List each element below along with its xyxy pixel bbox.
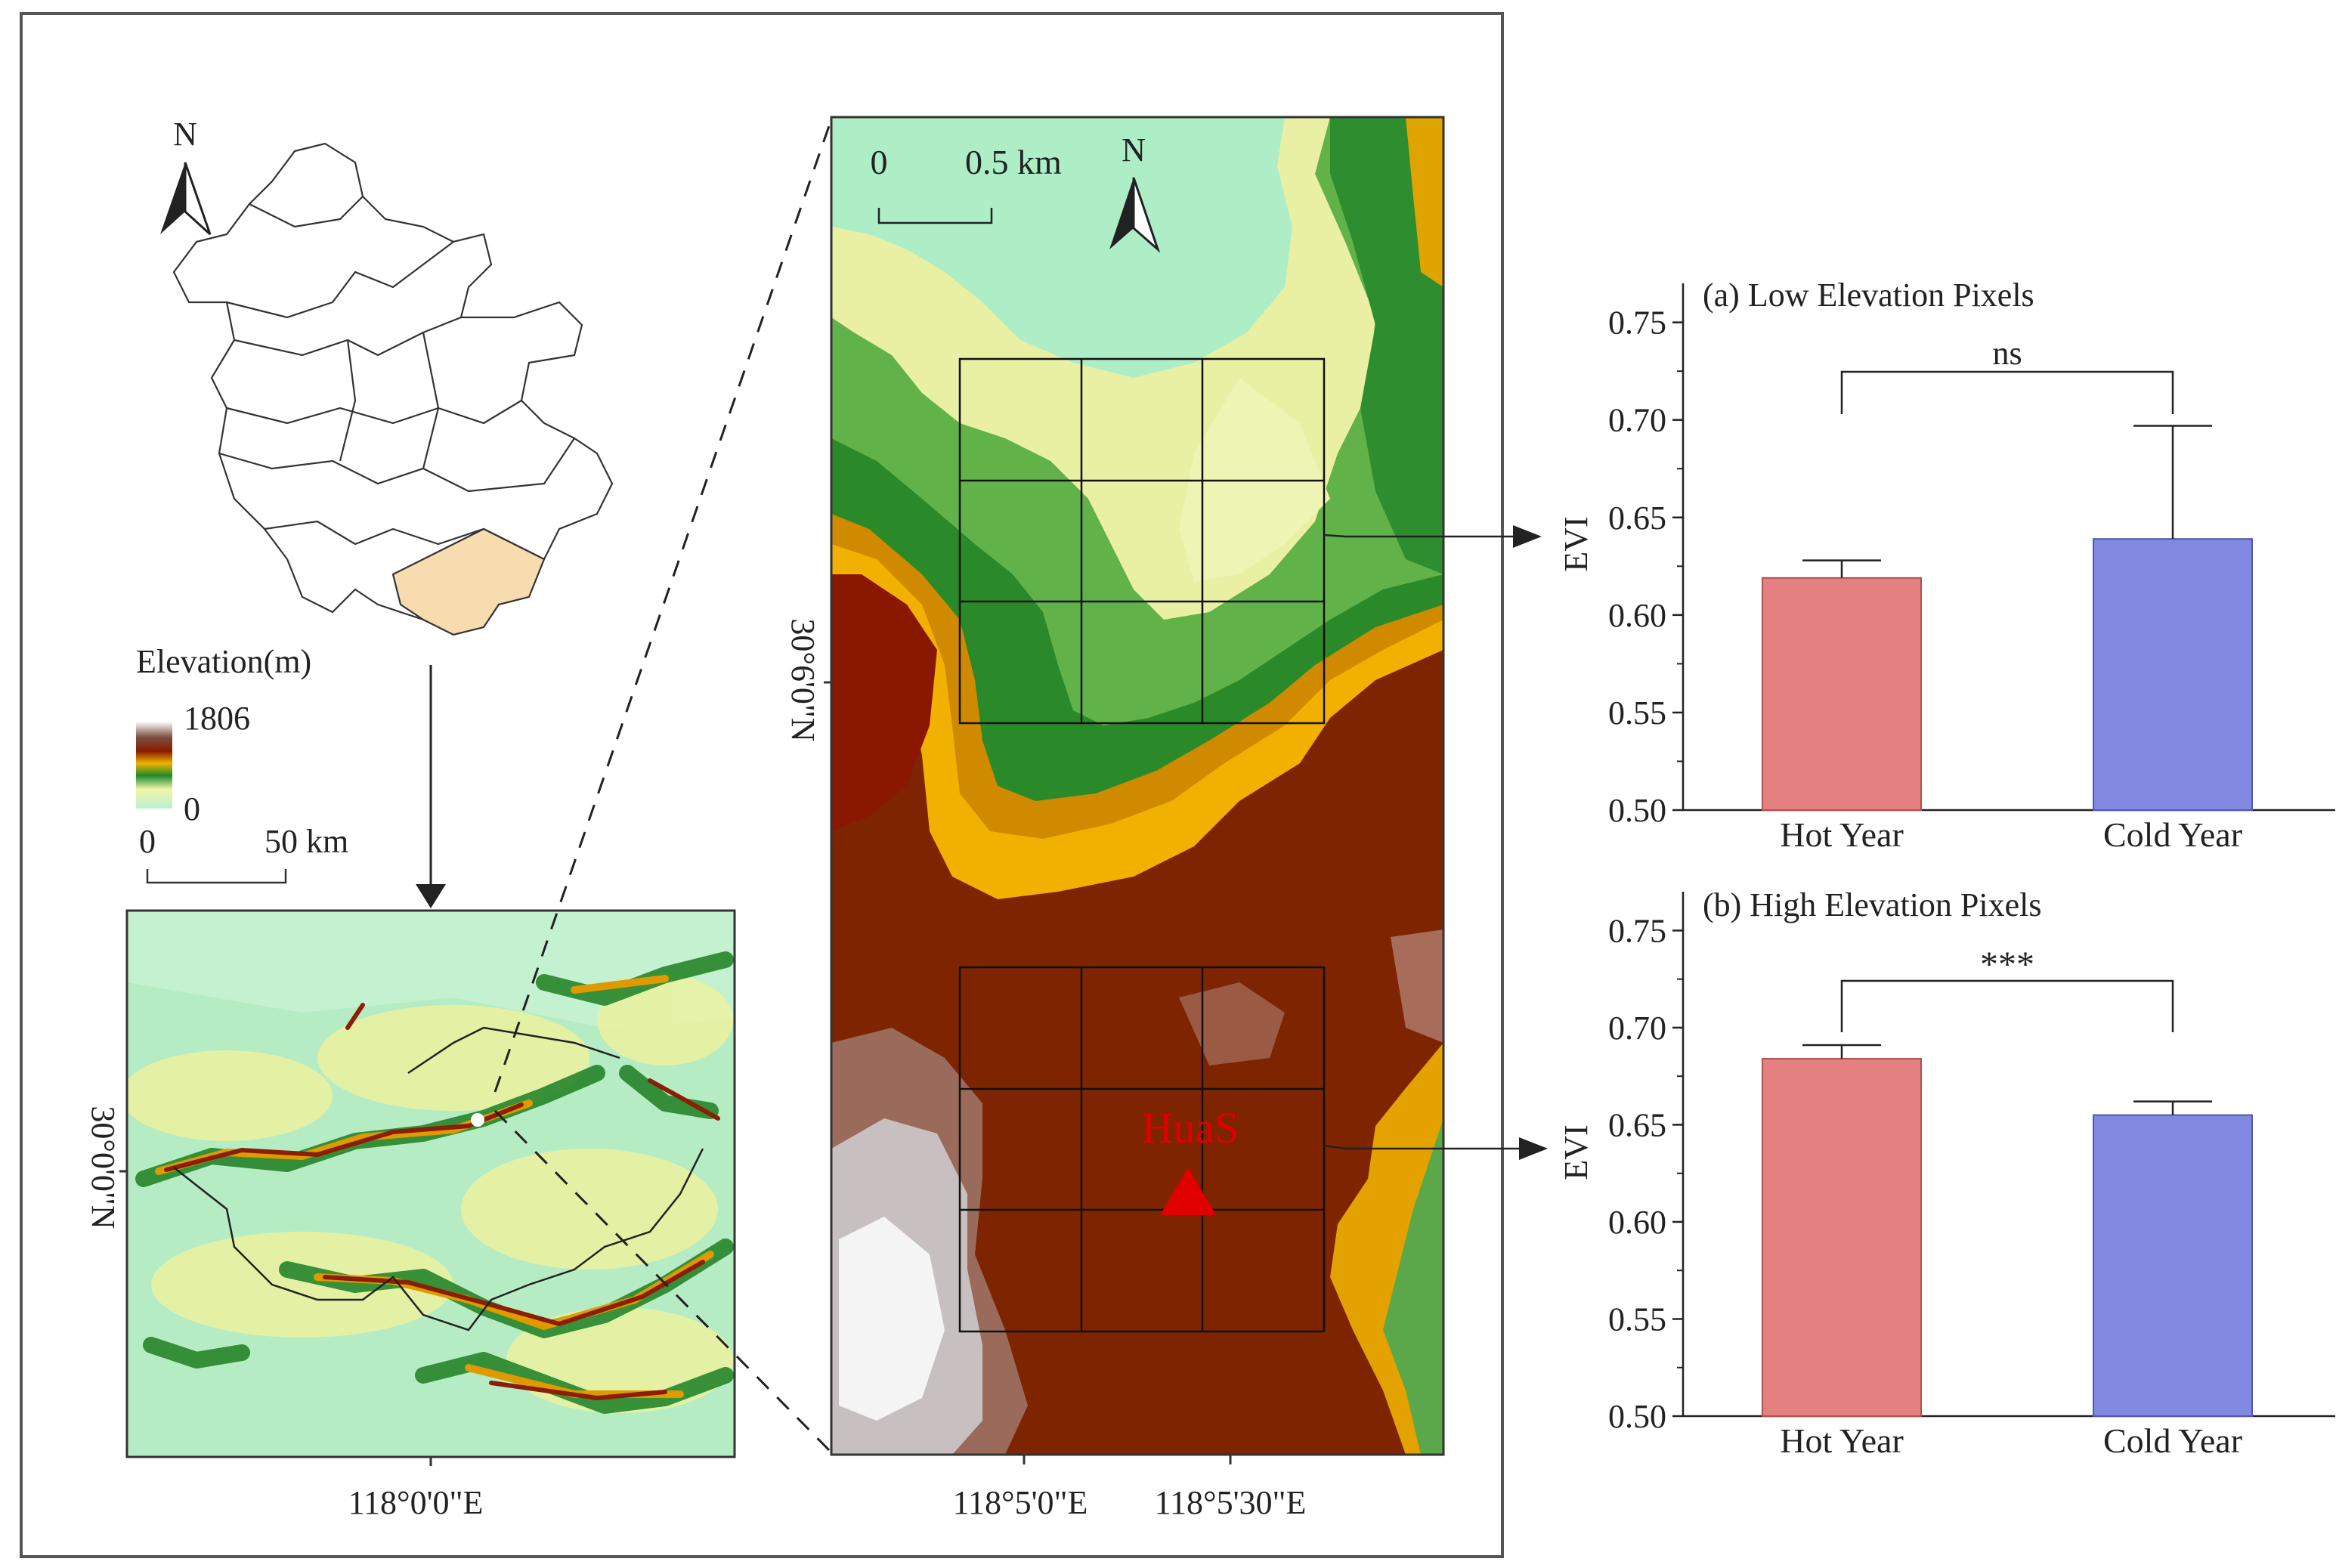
y-tick-label: 0.65 — [1608, 1106, 1666, 1143]
detail-lon-label-1: 118°5'0"E — [953, 1484, 1088, 1521]
y-tick-label: 0.65 — [1608, 499, 1666, 537]
chart-a-title: (a) Low Elevation Pixels — [1703, 277, 2034, 314]
chart-b-title: (b) High Elevation Pixels — [1703, 886, 2042, 923]
y-tick-label: 0.75 — [1608, 305, 1666, 342]
chart-a-significance: ns — [1992, 335, 2022, 372]
study-area-highlight — [391, 527, 546, 636]
detail-lat-label: 30°6'0"N — [784, 618, 821, 741]
chart-a-errorbar-hot-year — [1802, 559, 1881, 578]
chart-a-significance-bracket — [1840, 370, 2174, 414]
scalebar-detail-start: 0 — [871, 143, 888, 181]
arrow-high-grid-to-chart-b — [1323, 1137, 1548, 1160]
scalebar-detail-end: 0.5 km — [965, 143, 1062, 181]
detail-lon-label-2: 118°5'30"E — [1155, 1484, 1307, 1521]
y-tick-label: 0.55 — [1608, 1300, 1666, 1338]
north-label-overview: N — [173, 116, 197, 153]
legend-title: Elevation(m) — [136, 643, 311, 680]
regional-lat-label: 30°0'0"N — [85, 1106, 122, 1229]
chart-a-bar-cold-year — [2093, 538, 2253, 811]
chart-b-significance: *** — [1980, 945, 2034, 985]
arrow-overview-to-regional — [416, 665, 446, 908]
high-elevation-sample-grid — [958, 966, 1326, 1333]
chart-b-ylabel: EVI — [1558, 1124, 1595, 1180]
chart-a-y-ticks: 0.50 0.55 0.60 0.65 0.70 0.75 — [1608, 305, 1683, 829]
chart-a-category-hot-year: Hot Year — [1780, 815, 1904, 854]
north-arrow-overview — [160, 162, 212, 236]
y-tick-label: 0.70 — [1608, 402, 1666, 439]
figure-frame — [20, 12, 1504, 1558]
scalebar-overview — [146, 869, 287, 884]
province-outline-map — [172, 142, 614, 621]
regional-lon-label: 118°0'0"E — [348, 1484, 484, 1521]
elevation-color-ramp — [136, 722, 172, 809]
chart-a-errorbar-cold-year — [2133, 425, 2212, 540]
chart-b-category-hot-year: Hot Year — [1780, 1421, 1904, 1460]
y-tick-label: 0.60 — [1608, 597, 1666, 634]
north-label-detail: N — [1122, 131, 1146, 169]
low-elevation-sample-grid — [958, 357, 1326, 725]
arrow-low-grid-to-chart-a — [1323, 525, 1542, 548]
chart-b-errorbar-cold-year — [2133, 1100, 2212, 1115]
chart-b-significance-bracket — [1840, 979, 2174, 1032]
y-tick-label: 0.55 — [1608, 694, 1666, 731]
chart-b-bar-cold-year — [2093, 1114, 2253, 1418]
legend-max: 1806 — [184, 700, 250, 737]
detail-elevation-map — [831, 117, 1443, 1455]
chart-b-errorbar-hot-year — [1802, 1044, 1881, 1059]
y-tick-label: 0.50 — [1608, 792, 1666, 829]
scalebar-overview-end: 50 km — [265, 823, 348, 860]
site-label: HuaS — [1142, 1103, 1239, 1152]
y-tick-label: 0.75 — [1608, 912, 1666, 949]
chart-a-category-cold-year: Cold Year — [2103, 815, 2242, 854]
legend-min: 0 — [184, 790, 200, 827]
chart-a-ylabel: EVI — [1558, 516, 1595, 571]
scalebar-detail — [877, 208, 993, 224]
chart-b-category-cold-year: Cold Year — [2103, 1421, 2242, 1460]
scalebar-overview-start: 0 — [139, 823, 156, 860]
chart-low-elevation: 0.50 0.55 0.60 0.65 0.70 0.75 EVI (a) Low Ele… — [1558, 277, 2335, 854]
regional-elevation-map — [127, 911, 735, 1457]
zoom-connector-lines — [493, 119, 833, 1454]
chart-high-elevation: 0.50 0.55 0.60 0.65 0.70 0.75 EVI (b) High El… — [1558, 886, 2335, 1460]
site-marker-icon — [1160, 1167, 1216, 1215]
chart-b-y-ticks: 0.50 0.55 0.60 0.65 0.70 0.75 — [1608, 912, 1683, 1435]
y-tick-label: 0.70 — [1608, 1010, 1666, 1047]
chart-b-bar-hot-year — [1762, 1058, 1922, 1418]
chart-a-bar-hot-year — [1762, 577, 1922, 811]
north-arrow-detail — [1109, 177, 1161, 253]
y-tick-label: 0.60 — [1608, 1204, 1666, 1241]
y-tick-label: 0.50 — [1608, 1398, 1666, 1435]
